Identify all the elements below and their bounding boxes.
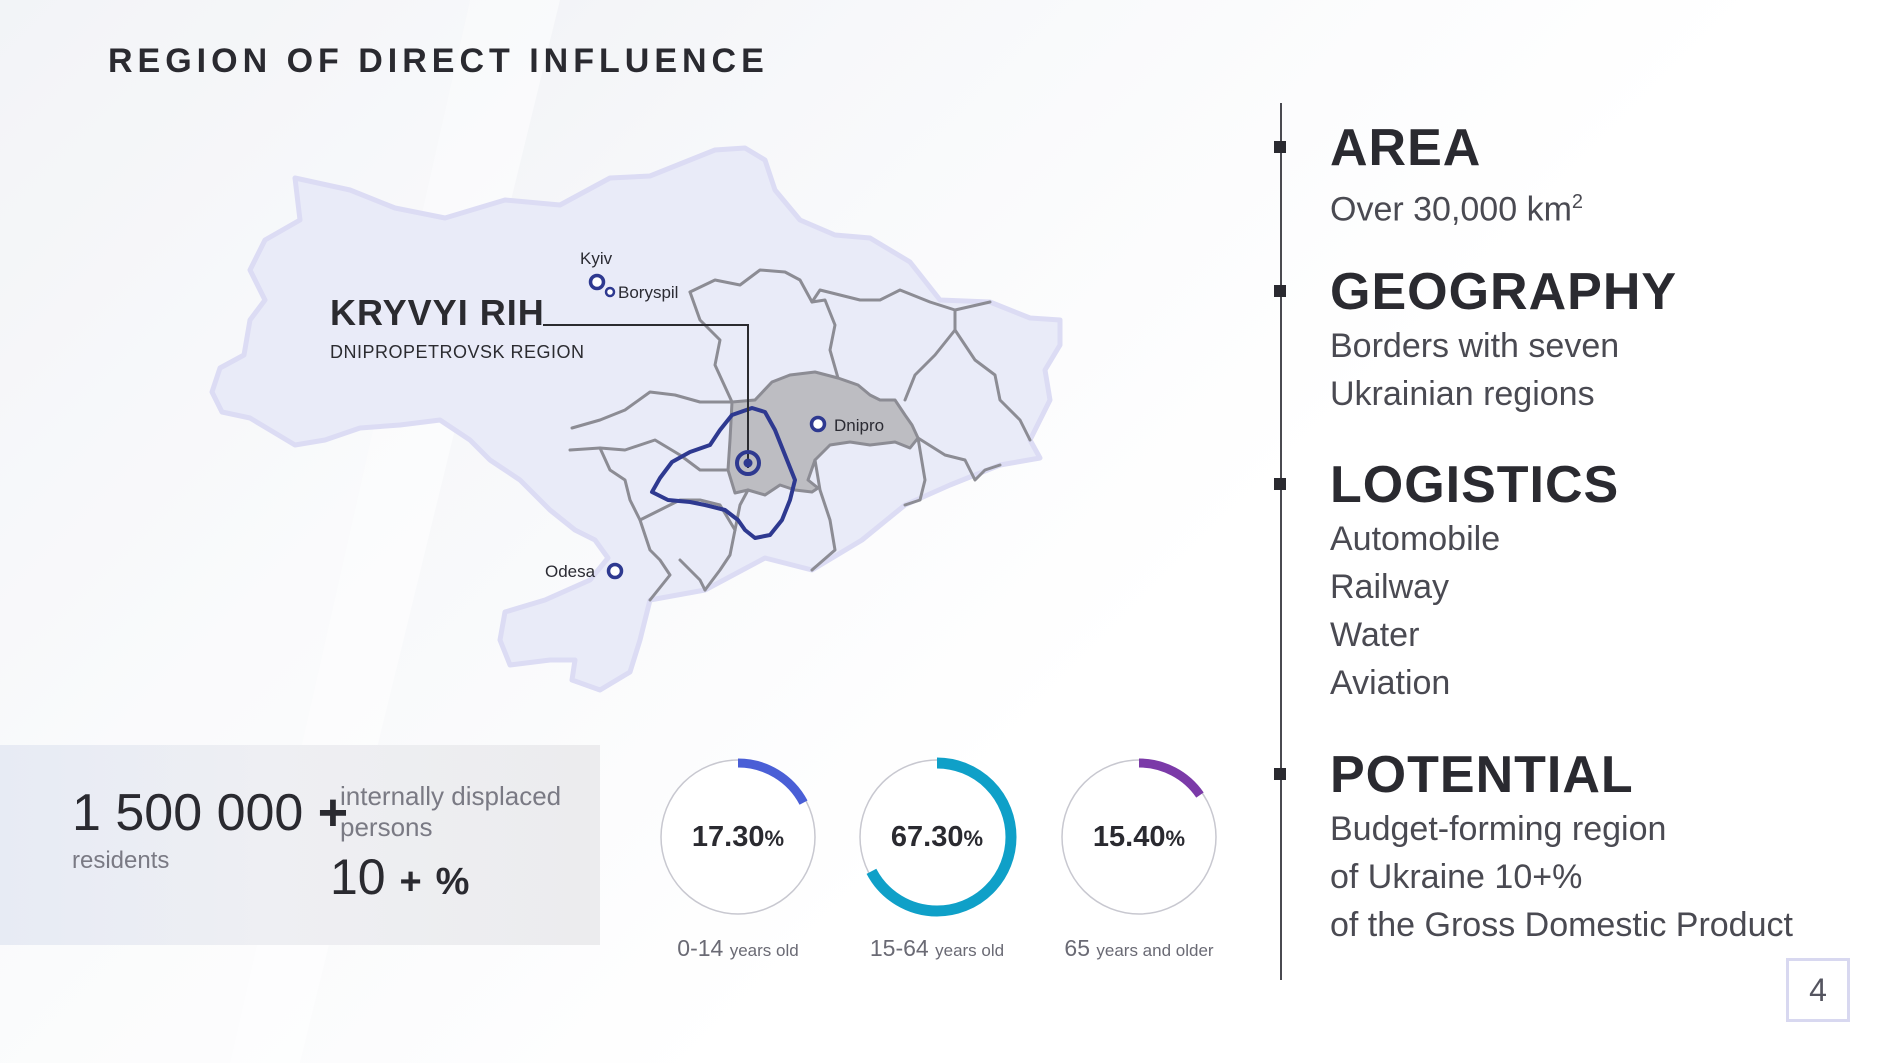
region-subtitle: DNIPROPETROVSK REGION xyxy=(330,342,585,362)
boryspil-label: Boryspil xyxy=(618,283,678,302)
section-geography: GEOGRAPHY Borders with seven Ukrainian r… xyxy=(1330,262,1677,418)
influence-zone xyxy=(650,406,797,540)
country-silhouette xyxy=(209,145,1063,693)
area-text: Over 30,000 km2 xyxy=(1330,190,1584,229)
idp-unit: % xyxy=(435,861,470,903)
age-arc xyxy=(857,757,1017,917)
geography-line-2: Ukrainian regions xyxy=(1330,375,1595,413)
callout-leader xyxy=(543,324,749,468)
age-donut xyxy=(1060,758,1218,916)
logistics-item-railway: Railway xyxy=(1330,568,1450,606)
residents-plus: + xyxy=(317,784,349,842)
age-donut xyxy=(857,757,1017,917)
age-percent: 15.40% xyxy=(1092,821,1186,853)
age-percent: 67.30% xyxy=(890,821,984,853)
age-percent: 17.30% xyxy=(691,821,785,853)
oblast-borders xyxy=(568,268,1032,602)
age-group-0-14: 17.30% 0-14 years old xyxy=(658,757,818,961)
potential-heading: POTENTIAL xyxy=(1330,746,1634,804)
age-caption: 15-64 years old xyxy=(869,935,1005,961)
age-group-65-plus: 15.40% 65 years and older xyxy=(1059,757,1219,961)
residents-value: 1 500 000 + xyxy=(72,784,349,842)
logistics-item-water: Water xyxy=(1330,616,1420,654)
geography-heading: GEOGRAPHY xyxy=(1330,263,1678,321)
age-caption: 0-14 years old xyxy=(677,935,799,961)
boryspil-marker xyxy=(604,286,616,298)
page-title: REGION OF DIRECT INFLUENCE xyxy=(108,42,769,80)
kryvyi-rih-title: KRYVYI RIH xyxy=(330,292,545,333)
dnipro-marker xyxy=(809,415,827,433)
kyiv-label: Kyiv xyxy=(580,249,613,268)
potential-line-2: of Ukraine 10+% xyxy=(1330,858,1583,896)
kyiv-marker xyxy=(588,273,606,291)
logistics-item-automobile: Automobile xyxy=(1330,520,1501,558)
odesa-marker xyxy=(606,562,624,580)
potential-line-1: Budget-forming region xyxy=(1330,810,1667,848)
section-area: AREA Over 30,000 km2 xyxy=(1330,118,1583,233)
residents-label: residents xyxy=(72,847,170,874)
idp-value: 10 + % xyxy=(330,849,470,905)
age-group-15-64: 67.30% 15-64 years old xyxy=(857,757,1017,961)
timeline-bullet-geography xyxy=(1274,285,1286,297)
age-caption: 65 years and older xyxy=(1064,935,1214,961)
timeline-bullet-potential xyxy=(1274,768,1286,780)
idp-plus: + xyxy=(399,861,422,903)
area-heading: AREA xyxy=(1330,119,1482,177)
potential-line-3: of the Gross Domestic Product xyxy=(1330,906,1793,944)
age-donut xyxy=(659,758,817,916)
timeline-bullet-logistics xyxy=(1274,478,1286,490)
kryvyi-rih-marker xyxy=(735,450,761,476)
age-arc xyxy=(659,758,817,916)
section-logistics: LOGISTICS Automobile Railway Water Aviat… xyxy=(1330,455,1619,707)
logistics-item-aviation: Aviation xyxy=(1330,664,1451,702)
dnipro-label: Dnipro xyxy=(834,416,884,435)
dnipropetrovsk-region xyxy=(726,370,920,497)
residents-panel: 1 500 000 + residents internally displac… xyxy=(0,745,600,945)
odesa-label: Odesa xyxy=(545,562,596,581)
timeline-line xyxy=(1280,103,1282,980)
section-potential: POTENTIAL Budget-forming region of Ukrai… xyxy=(1330,745,1793,949)
geography-line-1: Borders with seven xyxy=(1330,327,1620,365)
age-arc xyxy=(1060,758,1218,916)
page-number: 4 xyxy=(1786,958,1850,1022)
logistics-heading: LOGISTICS xyxy=(1330,456,1620,514)
timeline-bullet-area xyxy=(1274,141,1286,153)
idp-label: internally displaced persons xyxy=(340,781,562,842)
